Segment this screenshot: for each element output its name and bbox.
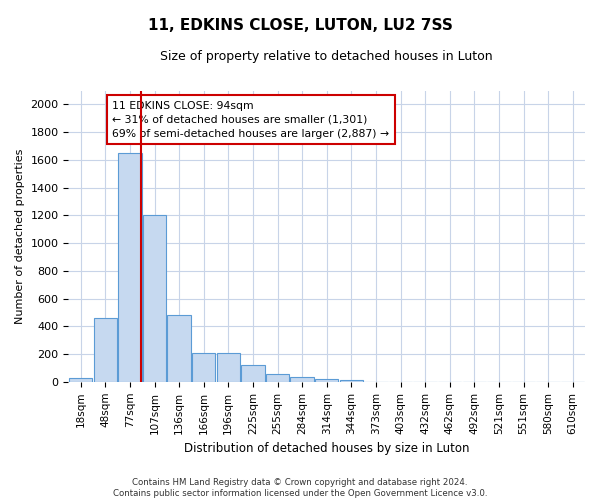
Bar: [290, 377, 314, 382]
X-axis label: Distribution of detached houses by size in Luton: Distribution of detached houses by size …: [184, 442, 469, 455]
Bar: [118, 153, 142, 382]
Y-axis label: Number of detached properties: Number of detached properties: [15, 148, 25, 324]
Text: Contains HM Land Registry data © Crown copyright and database right 2024.
Contai: Contains HM Land Registry data © Crown c…: [113, 478, 487, 498]
Bar: [241, 365, 265, 382]
Bar: [217, 352, 240, 382]
Title: Size of property relative to detached houses in Luton: Size of property relative to detached ho…: [160, 50, 493, 63]
Bar: [192, 352, 215, 382]
Bar: [315, 379, 338, 382]
Text: 11, EDKINS CLOSE, LUTON, LU2 7SS: 11, EDKINS CLOSE, LUTON, LU2 7SS: [148, 18, 452, 32]
Bar: [167, 315, 191, 382]
Bar: [340, 380, 363, 382]
Bar: [69, 378, 92, 382]
Bar: [94, 318, 117, 382]
Bar: [266, 374, 289, 382]
Text: 11 EDKINS CLOSE: 94sqm
← 31% of detached houses are smaller (1,301)
69% of semi-: 11 EDKINS CLOSE: 94sqm ← 31% of detached…: [112, 100, 389, 138]
Bar: [143, 216, 166, 382]
